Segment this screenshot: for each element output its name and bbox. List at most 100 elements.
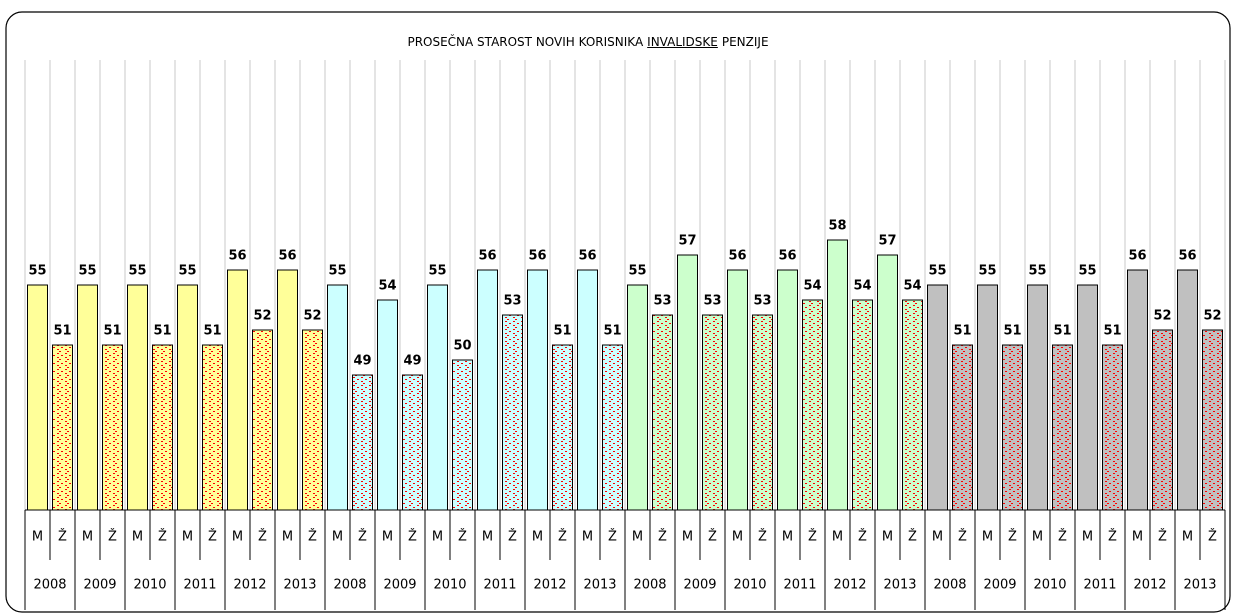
value-label: 58 [828, 219, 846, 234]
bar [277, 269, 298, 511]
x-tick-label: Ž [1158, 529, 1167, 545]
year-label: 2010 [133, 578, 166, 593]
bar [752, 314, 773, 511]
year-label: 2011 [183, 578, 216, 593]
x-tick-label: M [982, 530, 993, 545]
x-tick-label: Ž [308, 529, 317, 545]
bar [1177, 269, 1198, 511]
bar [877, 254, 898, 511]
year-label: 2012 [833, 578, 866, 593]
x-tick-label: M [932, 530, 943, 545]
x-tick-label: Ž [608, 529, 617, 545]
bar [352, 374, 373, 511]
x-tick-label: Ž [108, 529, 117, 545]
bar [252, 329, 273, 511]
bar [802, 299, 823, 511]
x-tick-label: Ž [858, 529, 867, 545]
x-tick-label: Ž [358, 529, 367, 545]
x-tick-label: Ž [908, 529, 917, 545]
x-tick-label: M [1182, 530, 1193, 545]
x-tick-label: M [182, 530, 193, 545]
x-tick-label: Ž [208, 529, 217, 545]
bar [902, 299, 923, 511]
value-label: 56 [228, 249, 246, 264]
bar [977, 284, 998, 511]
bar [527, 269, 548, 511]
year-label: 2012 [233, 578, 266, 593]
year-label: 2009 [683, 578, 716, 593]
value-label: 51 [1003, 324, 1021, 339]
value-label: 55 [28, 264, 46, 279]
value-label: 55 [78, 264, 96, 279]
year-label: 2009 [83, 578, 116, 593]
bar [577, 269, 598, 511]
value-label: 51 [53, 324, 71, 339]
value-label: 52 [253, 309, 271, 324]
x-tick-label: Ž [458, 529, 467, 545]
year-label: 2010 [733, 578, 766, 593]
value-label: 55 [1028, 264, 1046, 279]
x-tick-label: Ž [1058, 529, 1067, 545]
x-tick-label: Ž [1108, 529, 1117, 545]
value-label: 55 [128, 264, 146, 279]
x-tick-label: Ž [508, 529, 517, 545]
value-label: 55 [328, 264, 346, 279]
bar [477, 269, 498, 511]
bar [127, 284, 148, 511]
value-label: 54 [378, 279, 396, 294]
year-label: 2008 [333, 578, 366, 593]
x-tick-label: M [232, 530, 243, 545]
chart-title: PROSEČNA STAROST NOVIH KORISNIKA INVALIDS… [0, 35, 1176, 49]
year-label: 2011 [1083, 578, 1116, 593]
x-tick-label: M [782, 530, 793, 545]
bar [27, 284, 48, 511]
value-label: 51 [553, 324, 571, 339]
value-label: 57 [678, 234, 696, 249]
year-label: 2013 [583, 578, 616, 593]
bar [1152, 329, 1173, 511]
value-label: 50 [453, 339, 471, 354]
value-label: 52 [1203, 309, 1221, 324]
x-tick-label: M [582, 530, 593, 545]
x-tick-label: Ž [1208, 529, 1217, 545]
bar [302, 329, 323, 511]
bar [102, 344, 123, 511]
value-label: 56 [278, 249, 296, 264]
bar [452, 359, 473, 511]
x-tick-label: Ž [658, 529, 667, 545]
bar [627, 284, 648, 511]
value-label: 56 [728, 249, 746, 264]
x-tick-label: M [132, 530, 143, 545]
bar [1127, 269, 1148, 511]
value-label: 53 [503, 294, 521, 309]
bar [227, 269, 248, 511]
bar [177, 284, 198, 511]
bar [927, 284, 948, 511]
value-label: 51 [103, 324, 121, 339]
x-tick-label: M [432, 530, 443, 545]
bar [777, 269, 798, 511]
bar [652, 314, 673, 511]
bar [1202, 329, 1223, 511]
x-tick-label: Ž [958, 529, 967, 545]
value-label: 54 [903, 279, 921, 294]
value-label: 56 [1178, 249, 1196, 264]
bar [952, 344, 973, 511]
x-tick-label: Ž [708, 529, 717, 545]
year-label: 2009 [983, 578, 1016, 593]
bar [1027, 284, 1048, 511]
bar [602, 344, 623, 511]
x-tick-label: M [682, 530, 693, 545]
x-tick-label: Ž [408, 529, 417, 545]
value-label: 51 [1053, 324, 1071, 339]
bar [1077, 284, 1098, 511]
bar [402, 374, 423, 511]
year-label: 2009 [383, 578, 416, 593]
bar [77, 284, 98, 511]
bar [327, 284, 348, 511]
value-label: 56 [478, 249, 496, 264]
year-label: 2008 [933, 578, 966, 593]
value-label: 54 [853, 279, 871, 294]
x-tick-label: M [832, 530, 843, 545]
